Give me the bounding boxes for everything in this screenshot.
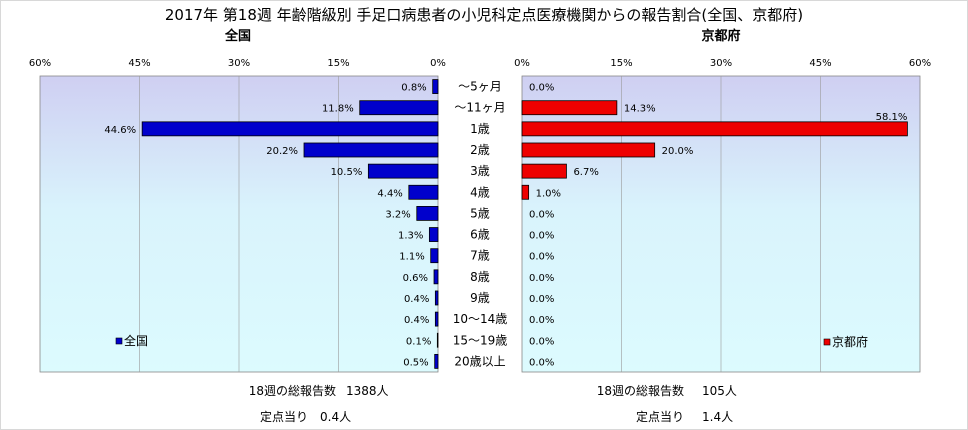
- kyoto-bar: [521, 142, 656, 158]
- left-chart-title: 全国: [224, 28, 251, 44]
- right-tick-label: 45%: [809, 58, 831, 69]
- national-bar: [359, 100, 439, 116]
- national-bar: [434, 290, 439, 306]
- national-bar: [436, 332, 439, 348]
- right-tick-label: 60%: [909, 58, 931, 69]
- kyoto-bar: [521, 121, 908, 137]
- right-legend-label: 京都府: [832, 334, 868, 349]
- national-bar: [428, 227, 439, 242]
- national-data-label: 10.5%: [331, 167, 363, 178]
- national-data-label: 44.6%: [104, 125, 136, 136]
- national-data-label: 11.8%: [322, 104, 354, 115]
- national-data-label: 1.1%: [399, 252, 424, 263]
- left-legend: 全国: [115, 333, 148, 348]
- national-bar: [433, 269, 439, 285]
- category-label: 4歳: [470, 185, 490, 199]
- national-data-label: 0.5%: [403, 357, 428, 368]
- kyoto-per-label: 定点当り: [636, 409, 684, 424]
- national-bar: [434, 353, 439, 369]
- national-bar: [303, 142, 439, 158]
- kyoto-per-value: 1.4人: [702, 410, 733, 424]
- category-label: 6歳: [470, 228, 490, 242]
- right-legend: 京都府: [823, 334, 868, 349]
- national-data-label: 4.4%: [377, 188, 402, 199]
- kyoto-data-label: 6.7%: [573, 167, 598, 178]
- kyoto-data-label: 0.0%: [529, 357, 554, 368]
- national-per-label: 定点当り: [260, 409, 308, 424]
- kyoto-data-label: 58.1%: [876, 112, 908, 123]
- national-total-value: 1388人: [346, 384, 389, 398]
- category-label: 10～14歳: [453, 312, 508, 326]
- left-tick-label: 30%: [228, 58, 250, 69]
- national-bar: [416, 206, 439, 221]
- national-data-label: 3.2%: [385, 209, 410, 220]
- chart-title: 2017年 第18週 年齢階級別 手足口病患者の小児科定点医療機関からの報告割合…: [165, 6, 803, 24]
- national-data-label: 20.2%: [266, 146, 298, 157]
- national-per-value: 0.4人: [320, 410, 351, 424]
- national-total-label: 18週の総報告数: [249, 383, 336, 398]
- kyoto-data-label: 0.0%: [529, 336, 554, 347]
- national-bar: [367, 163, 439, 179]
- right-tick-label: 30%: [710, 58, 732, 69]
- national-data-label: 0.4%: [404, 315, 429, 326]
- national-bar: [141, 121, 439, 137]
- category-label: 2歳: [470, 143, 490, 157]
- category-label: 1歳: [470, 122, 490, 136]
- kyoto-data-label: 0.0%: [529, 252, 554, 263]
- kyoto-data-label: 0.0%: [529, 83, 554, 94]
- left-tick-label: 0%: [430, 58, 446, 69]
- kyoto-data-label: 0.0%: [529, 315, 554, 326]
- category-label: ～5ヶ月: [458, 80, 502, 94]
- national-bar: [432, 79, 439, 94]
- national-bar: [408, 184, 439, 200]
- category-label: 8歳: [470, 270, 490, 284]
- category-label: 15～19歳: [453, 333, 508, 347]
- kyoto-bar: [521, 184, 530, 200]
- category-label: 20歳以上: [454, 354, 505, 368]
- kyoto-total-label: 18週の総報告数: [597, 383, 684, 398]
- left-tick-label: 60%: [29, 58, 51, 69]
- national-bar: [434, 311, 439, 327]
- left-tick-label: 45%: [128, 58, 150, 69]
- kyoto-bar: [521, 100, 618, 116]
- national-data-label: 0.4%: [404, 294, 429, 305]
- left-tick-label: 15%: [327, 58, 349, 69]
- footer-national: 18週の総報告数 1388人 定点当り 0.4人: [249, 383, 389, 424]
- kyoto-data-label: 1.0%: [536, 188, 561, 199]
- kyoto-data-label: 20.0%: [662, 146, 694, 157]
- left-legend-label: 全国: [124, 333, 148, 348]
- kyoto-data-label: 0.0%: [529, 231, 554, 242]
- right-tick-label: 0%: [514, 58, 530, 69]
- category-label: 7歳: [470, 249, 490, 263]
- kyoto-data-label: 0.0%: [529, 273, 554, 284]
- kyoto-data-label: 0.0%: [529, 294, 554, 305]
- national-data-label: 0.1%: [406, 336, 431, 347]
- national-data-label: 0.6%: [403, 273, 428, 284]
- category-label: 3歳: [470, 164, 490, 178]
- national-data-label: 0.8%: [401, 83, 426, 94]
- right-tick-label: 15%: [610, 58, 632, 69]
- category-label: ～11ヶ月: [454, 101, 505, 115]
- kyoto-data-label: 14.3%: [624, 104, 656, 115]
- national-data-label: 1.3%: [398, 231, 423, 242]
- kyoto-bar: [521, 163, 567, 179]
- kyoto-data-label: 0.0%: [529, 209, 554, 220]
- kyoto-total-value: 105人: [702, 384, 737, 398]
- left-legend-swatch: [115, 337, 123, 345]
- right-chart-title: 京都府: [701, 28, 740, 44]
- national-bar: [430, 248, 439, 264]
- right-legend-swatch: [823, 338, 831, 346]
- category-label: 9歳: [470, 291, 490, 305]
- footer-kyoto: 18週の総報告数 105人 定点当り 1.4人: [597, 383, 737, 424]
- category-label: 5歳: [470, 206, 490, 220]
